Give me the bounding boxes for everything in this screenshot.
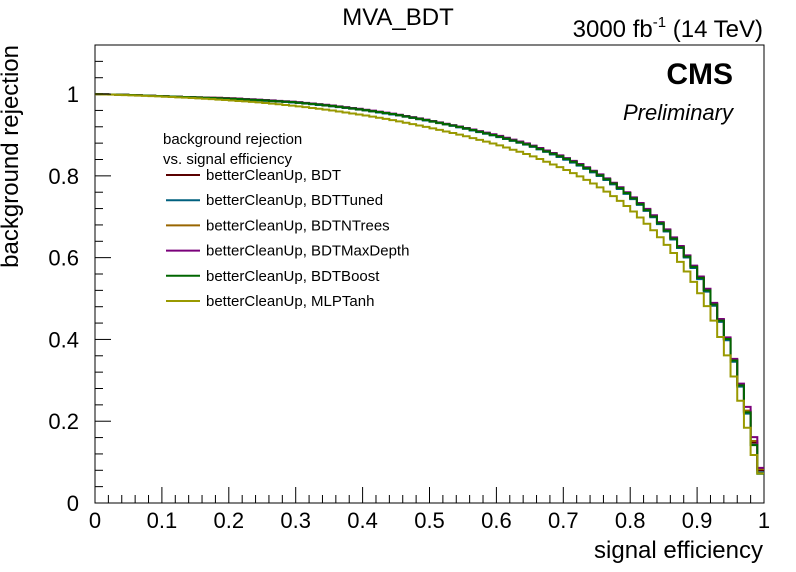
axes-layer: 0 0.1 0.2 0.3 0.4 0.5 0.6 0.7 0.8 0.9 1 0 0.2 0.4 0.6 0… [48, 44, 770, 533]
legend-entries: betterCleanUp, BDT betterCleanUp, BDTTune… [166, 167, 409, 310]
legend-entry-label: betterCleanUp, BDTBoost [206, 268, 380, 285]
y-tick-label: 0.8 [48, 164, 79, 189]
legend-header-line2: vs. signal efficiency [163, 151, 292, 168]
y-tick-label: 0.4 [48, 327, 79, 352]
x-axis-label: signal efficiency [594, 537, 763, 564]
legend-entry-label: betterCleanUp, BDTTuned [206, 192, 383, 209]
x-tick-label: 0.7 [548, 508, 579, 533]
legend: background rejection vs. signal efficien… [163, 131, 409, 310]
x-tick-label: 0.5 [414, 508, 445, 533]
x-tick-label: 0.9 [682, 508, 713, 533]
lumi-superscript: -1 [653, 14, 666, 31]
series-layer [95, 93, 764, 475]
cms-label: CMS [666, 58, 733, 91]
lumi-suffix: (14 TeV) [666, 16, 763, 43]
x-tick-label: 0.3 [280, 508, 311, 533]
y-axis-label: background rejection [0, 45, 24, 268]
x-tick-label: 1 [758, 508, 770, 533]
y-tick-label: 1 [67, 82, 79, 107]
series-line-4 [95, 93, 764, 475]
lumi-prefix: 3000 fb [573, 16, 653, 43]
x-tick-label: 0.1 [147, 508, 178, 533]
preliminary-label: Preliminary [623, 100, 735, 125]
x-tick-label: 0.8 [615, 508, 646, 533]
series-line-5 [95, 93, 764, 475]
plot-area: 0 0.1 0.2 0.3 0.4 0.5 0.6 0.7 0.8 0.9 1 0 0.2 0.4 0.6 0… [48, 44, 770, 533]
x-tick-label: 0.4 [347, 508, 378, 533]
y-tick-label: 0 [67, 491, 79, 516]
x-tick-label: 0.2 [214, 508, 245, 533]
y-tick-label: 0.6 [48, 246, 79, 271]
chart-title: MVA_BDT [342, 4, 454, 31]
legend-entry-label: betterCleanUp, BDTNTrees [206, 217, 390, 234]
legend-header-line1: background rejection [163, 131, 302, 148]
lumi-label: 3000 fb-1 (14 TeV) [573, 14, 763, 43]
legend-entry-label: betterCleanUp, MLPTanh [206, 293, 374, 310]
x-tick-label: 0.6 [481, 508, 512, 533]
y-tick-label: 0.2 [48, 409, 79, 434]
legend-entry-label: betterCleanUp, BDTMaxDepth [206, 243, 409, 260]
x-tick-label: 0 [89, 508, 101, 533]
legend-entry-label: betterCleanUp, BDT [206, 167, 341, 184]
